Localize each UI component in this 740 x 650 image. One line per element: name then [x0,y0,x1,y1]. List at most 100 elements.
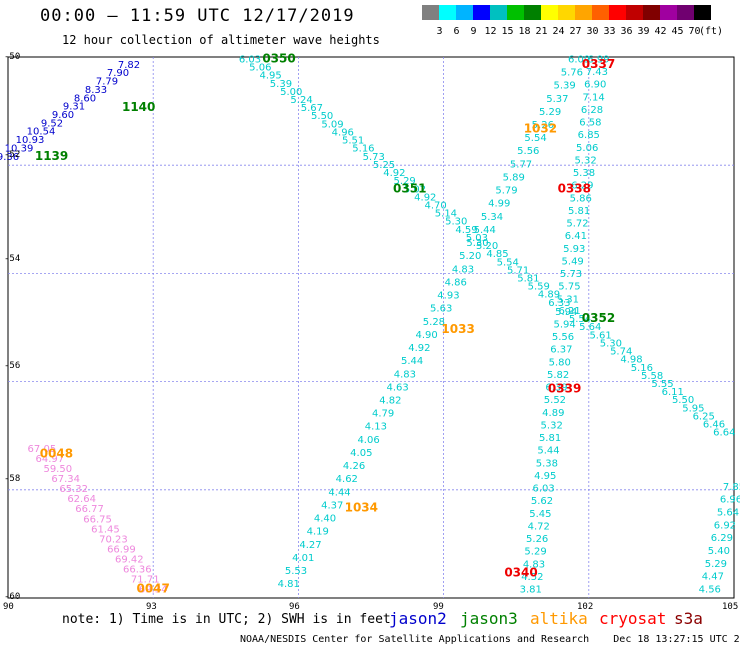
swh-value: 10.39 [5,143,34,154]
swh-value: 3.81 [520,585,542,596]
swh-value: 59.50 [43,464,72,475]
swh-value: 70.23 [99,534,128,545]
swh-value: 4.89 [538,290,560,301]
swh-value: 5.06 [249,63,271,74]
swh-value: 8.33 [85,85,107,96]
swh-value: 5.16 [631,363,653,374]
swh-value: 9.31 [63,102,85,113]
swh-value: 4.26 [343,461,365,472]
swh-value: 7.43 [586,67,608,78]
footer-note: note: 1) Time is in UTC; 2) SWH is in fe… [62,612,391,627]
swh-value: 9.60 [52,110,74,121]
legend-swatch [558,5,575,20]
legend-altika: altika [530,609,588,628]
pass-time-label: 0048 [40,446,73,460]
swh-value: 5.50 [672,395,694,406]
pass-time-label: 0047 [136,582,169,596]
pass-time-label: 0352 [582,311,615,325]
lon-label: 105 [722,602,739,612]
swh-value: 5.31 [557,294,579,305]
credit-line: NOAA/NESDIS Center for Satellite Applica… [240,634,740,645]
swh-value: 5.38 [536,458,558,469]
swh-value: 5.63 [430,304,452,315]
chart-subtitle: 12 hour collection of altimeter wave hei… [62,33,380,47]
swh-value: 7.79 [96,77,118,88]
swh-value: 6.64 [713,428,735,439]
swh-value: 5.59 [528,282,550,293]
swh-value: 4.13 [365,422,387,433]
swh-value: 5.95 [682,403,704,414]
swh-value: 6.41 [565,231,587,242]
pass-time-label: 0340 [504,565,537,579]
pass-time-label: 1140 [122,100,155,114]
swh-value: 5.44 [401,356,423,367]
swh-value: 62.64 [67,494,96,505]
swh-value: 4.56 [699,585,721,596]
legend-level-label: 3 [436,26,443,37]
swh-value: 5.64 [579,322,601,333]
swh-value: 5.71 [507,265,529,276]
legend-swatch [524,5,541,20]
legend-level-label: 21 [535,26,548,37]
swh-value: 5.20 [459,251,481,262]
swh-value: 6.09 [568,54,590,65]
swh-value: 66.75 [83,514,112,525]
legend-s3a: s3a [674,609,703,628]
legend-level-label: 39 [637,26,650,37]
swh-value: 5.45 [529,509,551,520]
swh-value: 6.03 [532,484,554,495]
legend-swatch [694,5,711,20]
swh-value: 9.52 [41,118,63,129]
legend-swatch [422,5,439,20]
swh-value: 71.71 [131,575,160,586]
legend-level-label: 36 [620,26,633,37]
swh-value: 5.29 [524,547,546,558]
legend-swatch [473,5,490,20]
legend-level-label: 30 [586,26,599,37]
swh-value: 5.40 [708,546,730,557]
swh-value: 4.92 [408,343,430,354]
swh-value: 5.54 [569,314,591,325]
lat-label: -50 [4,52,21,62]
swh-value: 4.37 [321,500,343,511]
legend-swatch [677,5,694,20]
swh-value: 5.29 [539,107,561,118]
swh-value: 5.37 [546,94,568,105]
swh-value: 5.51 [342,136,364,147]
swh-value: 5.39 [553,81,575,92]
swh-value: 8.60 [74,93,96,104]
swh-value: 6.21 [559,306,581,317]
swh-value: 6.99 [587,54,609,65]
swh-value: 5.75 [558,282,580,293]
swh-value: 4.06 [357,435,379,446]
swh-value: 5.62 [531,496,553,507]
swh-value: 5.50 [311,111,333,122]
swh-value: 4.85 [486,249,508,260]
legend-swatch [456,5,473,20]
swh-value: 5.64 [717,507,739,518]
swh-value: 5.94 [553,320,575,331]
swh-value: 4.83 [523,559,545,570]
swh-value: 5.29 [394,176,416,187]
swh-value: 5.56 [517,146,539,157]
track-time-labels: 1140 1139 0350 0351 0352 0048 0047 1032 1033 1034… [35,51,615,595]
swh-value: 9.36 [0,152,19,163]
swh-value: 4.52 [521,572,543,583]
swh-value: 4.62 [336,474,358,485]
swh-value: 6.37 [550,345,572,356]
swh-value: 10.54 [27,127,56,138]
swh-value: 4.82 [379,396,401,407]
swh-value: 4.19 [307,527,329,538]
swh-value: 5.54 [497,257,519,268]
legend-jason2: jason2 [389,609,447,628]
chart-title: 00:00 — 11:59 UTC 12/17/2019 [40,6,355,26]
legend-swatch [575,5,592,20]
swh-value: 4.98 [620,355,642,366]
swh-value: 4.79 [372,409,394,420]
swh-value: 4.59 [455,225,477,236]
swh-value: 5.26 [532,120,554,131]
legend-level-label: 42 [654,26,667,37]
swh-value: 4.90 [416,330,438,341]
legend-swatch [507,5,524,20]
